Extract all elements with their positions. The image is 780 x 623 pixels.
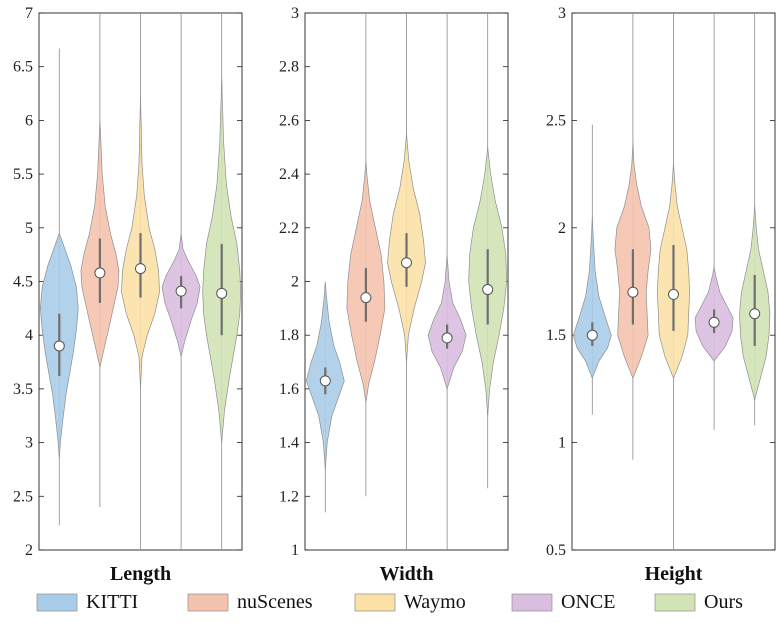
panel-title-width: Width	[379, 563, 433, 585]
median-marker-length-waymo	[135, 263, 146, 275]
median-marker-height-kitti	[586, 329, 598, 341]
legend-swatch-kitti	[36, 593, 78, 612]
median-marker-width-nuscenes	[360, 292, 372, 304]
median-marker-height-ours	[749, 308, 761, 320]
violin-height-kitti	[572, 217, 612, 380]
median-marker-height-waymo	[668, 288, 679, 300]
legend-label-once: ONCE	[561, 591, 615, 613]
panel-title-height: Height	[645, 563, 703, 585]
y-tick-label: 4	[25, 327, 33, 344]
y-tick-label: 5	[25, 220, 33, 237]
y-tick-label: 3	[291, 5, 299, 22]
median-marker-width-kitti	[319, 375, 331, 387]
panel-length: 2 2.5 3 3.5 4 4.5 5 5.5 6 6.5 7 Length	[13, 5, 243, 585]
y-tick-label: 3.5	[13, 381, 33, 398]
y-tick-label: 1.5	[546, 327, 566, 344]
median-marker-length-ours	[216, 287, 228, 299]
panel-height: 0.5 1 1.5 2 2.5 3 Height	[546, 5, 776, 585]
y-tick-label: 2.8	[279, 59, 299, 76]
y-tick-label: 3	[25, 435, 33, 452]
median-marker-length-once	[175, 285, 187, 297]
legend: KITTI nuScenes Waymo ONCE Ours	[36, 591, 743, 613]
legend-swatch-once	[511, 593, 553, 612]
legend-label-waymo: Waymo	[404, 591, 466, 613]
median-marker-width-waymo	[401, 257, 412, 269]
median-marker-width-ours	[482, 284, 494, 296]
y-tick-label: 5.5	[13, 166, 33, 183]
panel-width: 1 1.2 1.4 1.6 1.8 2 2.2 2.4 2.6 2.8 3 Width	[279, 5, 509, 585]
y-tick-label: 6.5	[13, 59, 33, 76]
y-tick-label: 2	[558, 220, 566, 237]
legend-label-kitti: KITTI	[86, 591, 138, 613]
y-tick-label: 1.4	[279, 435, 299, 452]
median-marker-height-once	[708, 316, 720, 328]
y-tick-label: 2.4	[279, 166, 299, 183]
legend-swatch-waymo	[354, 593, 396, 612]
median-marker-length-kitti	[53, 340, 65, 352]
legend-label-nuscenes: nuScenes	[237, 591, 313, 613]
legend-swatch-nuscenes	[187, 593, 229, 612]
legend-label-ours: Ours	[704, 591, 743, 613]
y-tick-label: 3	[558, 5, 566, 22]
y-tick-label: 2	[291, 274, 299, 291]
legend-swatch-ours	[654, 593, 696, 612]
y-tick-label: 1	[291, 542, 299, 559]
y-tick-label: 1.2	[279, 488, 299, 505]
y-tick-label: 2.5	[546, 112, 566, 129]
y-tick-label: 2.2	[279, 220, 299, 237]
violin-width-once	[427, 254, 467, 391]
y-tick-label: 1.8	[279, 327, 299, 344]
y-tick-label: 6	[25, 112, 33, 129]
y-tick-label: 4.5	[13, 274, 33, 291]
y-tick-label: 0.5	[546, 542, 566, 559]
panel-title-length: Length	[110, 563, 171, 585]
median-marker-height-nuscenes	[627, 286, 639, 298]
y-tick-label: 2.6	[279, 112, 299, 129]
y-tick-label: 2.5	[13, 488, 33, 505]
y-tick-label: 1	[558, 435, 566, 452]
y-tick-label: 1.6	[279, 381, 299, 398]
median-marker-width-once	[441, 332, 453, 344]
y-tick-label: 2	[25, 542, 33, 559]
median-marker-length-nuscenes	[94, 267, 106, 279]
y-tick-label: 7	[25, 5, 33, 22]
